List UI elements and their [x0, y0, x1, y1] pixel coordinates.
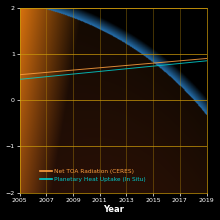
- X-axis label: Year: Year: [103, 205, 124, 214]
- Legend: Net TOA Radiation (CERES), Planetary Heat Uptake (In Situ): Net TOA Radiation (CERES), Planetary Hea…: [38, 167, 148, 184]
